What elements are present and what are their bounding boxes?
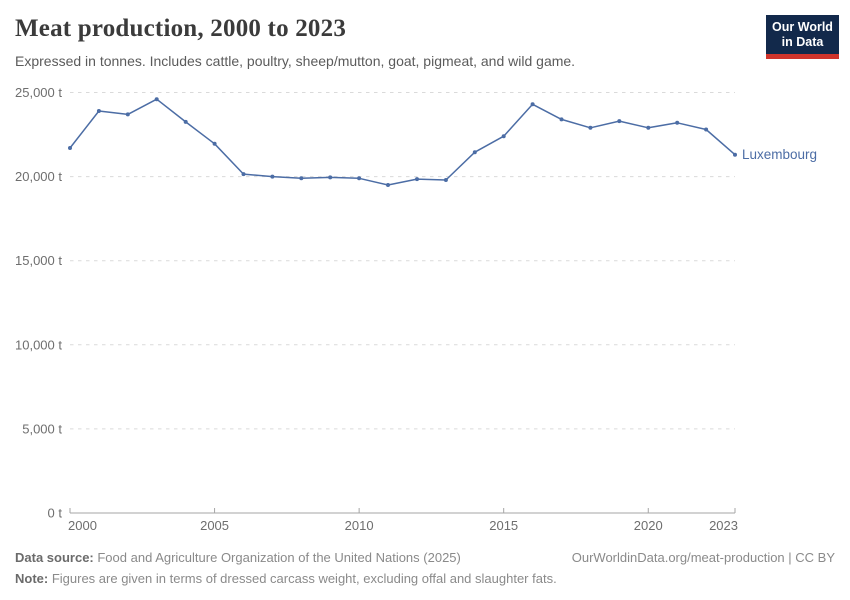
data-line — [69, 98, 736, 186]
x-tick-label: 2023 — [709, 518, 738, 533]
data-point — [270, 174, 275, 179]
line-chart-svg[interactable]: 0 t 5,000 t 10,000 t 15,000 t 20,000 t 25,000… — [0, 80, 850, 540]
data-point — [328, 175, 333, 180]
x-tick-label: 2000 — [68, 518, 97, 533]
data-point — [68, 146, 72, 150]
data-point — [646, 125, 651, 130]
chart-footer: Data source: Food and Agriculture Organi… — [15, 547, 835, 589]
data-source-line: Data source: Food and Agriculture Organi… — [15, 547, 835, 568]
data-point — [501, 134, 506, 139]
page-title: Meat production, 2000 to 2023 — [15, 15, 347, 42]
owid-logo[interactable]: Our World in Data — [766, 15, 839, 59]
data-point — [559, 117, 564, 122]
series-end-label[interactable]: Luxembourg — [742, 147, 817, 162]
data-source-label: Data source: — [15, 550, 94, 565]
x-tick-label: 2015 — [489, 518, 518, 533]
data-point — [154, 97, 159, 102]
data-point — [530, 102, 535, 107]
data-point — [96, 109, 101, 113]
data-point — [415, 177, 419, 182]
data-source-text: Food and Agriculture Organization of the… — [93, 550, 461, 565]
data-point — [617, 119, 622, 124]
y-tick-label: 20,000 t — [15, 169, 62, 184]
x-tick-label: 2010 — [345, 518, 374, 533]
data-point — [386, 183, 390, 187]
y-tick-label: 0 t — [48, 506, 63, 521]
y-tick-label: 15,000 t — [15, 253, 62, 268]
page-subtitle: Expressed in tonnes. Includes cattle, po… — [15, 53, 576, 69]
owid-logo-red-bar — [766, 54, 839, 59]
note-line: Note: Figures are given in terms of dres… — [15, 568, 835, 589]
note-label: Note: — [15, 571, 49, 586]
x-tick-label: 2020 — [634, 518, 663, 533]
owid-url-link[interactable]: OurWorldinData.org/meat-production | CC … — [571, 550, 835, 565]
y-tick-label: 5,000 t — [22, 421, 62, 436]
data-point — [733, 152, 737, 157]
data-point — [212, 141, 217, 146]
owid-logo-line1: Our World — [772, 20, 833, 34]
x-tick-label: 2005 — [200, 518, 229, 533]
y-tick-label: 10,000 t — [15, 337, 62, 352]
data-point — [675, 120, 680, 125]
data-point — [443, 178, 448, 182]
data-point — [472, 150, 477, 155]
owid-logo-line2: in Data — [781, 35, 824, 49]
data-point — [241, 172, 246, 177]
data-point — [183, 119, 188, 124]
data-point — [357, 176, 362, 181]
owid-logo-text: Our World in Data — [766, 15, 839, 54]
note-text: Figures are given in terms of dressed ca… — [48, 571, 557, 586]
data-point — [125, 112, 130, 117]
chart-area: 0 t 5,000 t 10,000 t 15,000 t 20,000 t 25,000… — [0, 80, 850, 540]
data-point — [704, 127, 709, 132]
data-point — [299, 176, 304, 181]
y-tick-label: 25,000 t — [15, 85, 62, 100]
data-point — [588, 125, 593, 130]
